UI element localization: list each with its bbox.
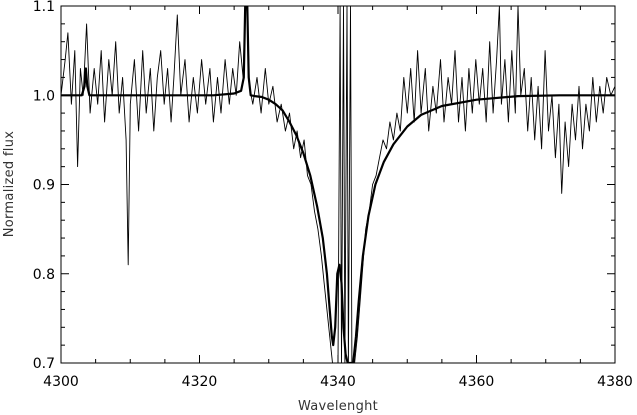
x-tick-label: 4380: [597, 374, 633, 390]
axis-ticks: 4300 4320 4340 4360 4380 0.7 0.8 0.9 1.0 1.1: [33, 0, 633, 390]
series-line-observed: [61, 6, 615, 363]
x-tick-label: 4320: [182, 374, 218, 390]
x-axis-title: Wavelenght: [298, 399, 378, 414]
y-tick-label: 1.1: [33, 0, 55, 15]
plot-area: [61, 6, 615, 363]
y-tick-label: 1.0: [33, 88, 55, 104]
y-tick-label: 0.8: [33, 267, 55, 283]
series-line-model: [61, 6, 615, 363]
x-tick-label: 4300: [43, 374, 79, 390]
y-tick-label: 0.7: [33, 356, 55, 372]
x-tick-label: 4340: [320, 374, 356, 390]
y-axis-title: Normalized flux: [2, 131, 17, 237]
x-tick-label: 4360: [459, 374, 495, 390]
y-tick-label: 0.9: [33, 178, 55, 194]
